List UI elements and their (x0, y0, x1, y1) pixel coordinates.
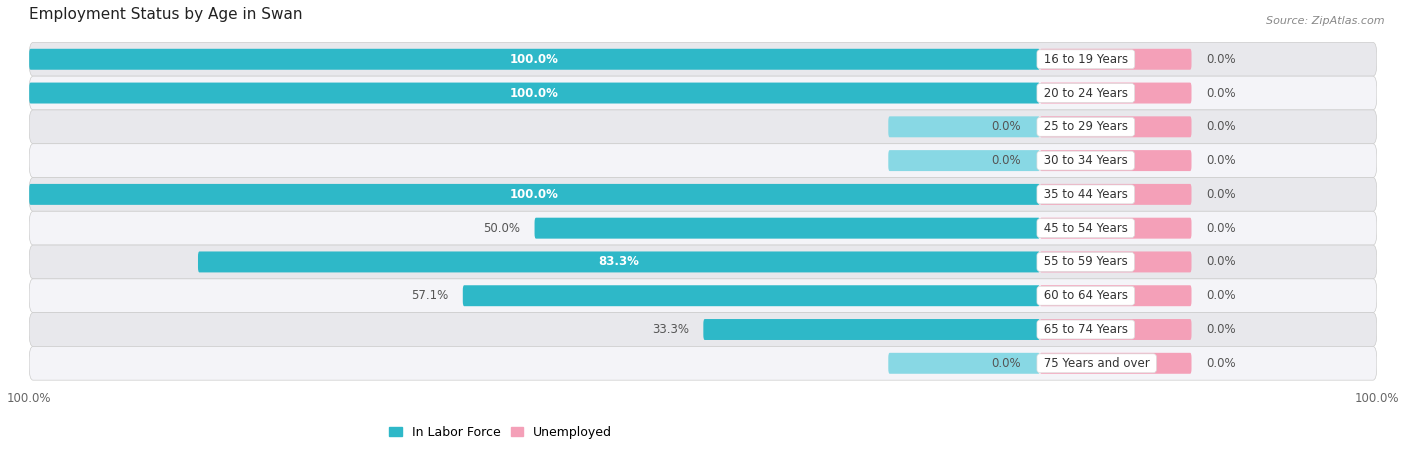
Text: 0.0%: 0.0% (991, 357, 1021, 370)
Text: 83.3%: 83.3% (599, 256, 640, 269)
Text: 65 to 74 Years: 65 to 74 Years (1040, 323, 1132, 336)
Text: 100.0%: 100.0% (510, 188, 560, 201)
Text: Source: ZipAtlas.com: Source: ZipAtlas.com (1267, 16, 1385, 26)
FancyBboxPatch shape (30, 177, 1376, 211)
FancyBboxPatch shape (30, 313, 1376, 346)
FancyBboxPatch shape (463, 285, 1040, 306)
Text: 0.0%: 0.0% (1206, 120, 1236, 133)
FancyBboxPatch shape (30, 346, 1376, 380)
FancyBboxPatch shape (703, 319, 1040, 340)
FancyBboxPatch shape (1040, 82, 1191, 104)
Text: 55 to 59 Years: 55 to 59 Years (1040, 256, 1132, 269)
FancyBboxPatch shape (1040, 150, 1191, 171)
FancyBboxPatch shape (30, 49, 1040, 70)
FancyBboxPatch shape (889, 117, 1040, 137)
FancyBboxPatch shape (534, 218, 1040, 238)
Text: 20 to 24 Years: 20 to 24 Years (1040, 86, 1132, 99)
FancyBboxPatch shape (889, 150, 1040, 171)
FancyBboxPatch shape (30, 184, 1040, 205)
Text: 0.0%: 0.0% (1206, 357, 1236, 370)
Text: 0.0%: 0.0% (991, 154, 1021, 167)
FancyBboxPatch shape (30, 211, 1376, 245)
FancyBboxPatch shape (30, 279, 1376, 313)
FancyBboxPatch shape (30, 245, 1376, 279)
Text: 45 to 54 Years: 45 to 54 Years (1040, 222, 1132, 234)
Text: 0.0%: 0.0% (1206, 222, 1236, 234)
Text: 100.0%: 100.0% (510, 53, 560, 66)
Text: 100.0%: 100.0% (510, 86, 560, 99)
FancyBboxPatch shape (30, 144, 1376, 177)
Text: 60 to 64 Years: 60 to 64 Years (1040, 289, 1132, 302)
FancyBboxPatch shape (30, 42, 1376, 76)
FancyBboxPatch shape (198, 252, 1040, 272)
FancyBboxPatch shape (1040, 353, 1191, 374)
FancyBboxPatch shape (30, 76, 1376, 110)
Text: 35 to 44 Years: 35 to 44 Years (1040, 188, 1132, 201)
FancyBboxPatch shape (1040, 285, 1191, 306)
FancyBboxPatch shape (889, 353, 1040, 374)
FancyBboxPatch shape (1040, 252, 1191, 272)
Text: 33.3%: 33.3% (652, 323, 689, 336)
FancyBboxPatch shape (1040, 319, 1191, 340)
Text: 0.0%: 0.0% (1206, 86, 1236, 99)
FancyBboxPatch shape (30, 82, 1040, 104)
FancyBboxPatch shape (1040, 218, 1191, 238)
Text: 25 to 29 Years: 25 to 29 Years (1040, 120, 1132, 133)
Text: 0.0%: 0.0% (1206, 289, 1236, 302)
Text: 75 Years and over: 75 Years and over (1040, 357, 1153, 370)
Text: 0.0%: 0.0% (1206, 154, 1236, 167)
Text: Employment Status by Age in Swan: Employment Status by Age in Swan (30, 7, 302, 22)
Text: 50.0%: 50.0% (484, 222, 520, 234)
Text: 0.0%: 0.0% (1206, 256, 1236, 269)
Text: 0.0%: 0.0% (1206, 188, 1236, 201)
Text: 0.0%: 0.0% (1206, 323, 1236, 336)
Text: 0.0%: 0.0% (1206, 53, 1236, 66)
FancyBboxPatch shape (1040, 49, 1191, 70)
Text: 16 to 19 Years: 16 to 19 Years (1040, 53, 1132, 66)
Text: 57.1%: 57.1% (411, 289, 449, 302)
Text: 30 to 34 Years: 30 to 34 Years (1040, 154, 1132, 167)
Text: 0.0%: 0.0% (991, 120, 1021, 133)
Legend: In Labor Force, Unemployed: In Labor Force, Unemployed (384, 421, 617, 444)
FancyBboxPatch shape (1040, 117, 1191, 137)
FancyBboxPatch shape (30, 110, 1376, 144)
FancyBboxPatch shape (1040, 184, 1191, 205)
